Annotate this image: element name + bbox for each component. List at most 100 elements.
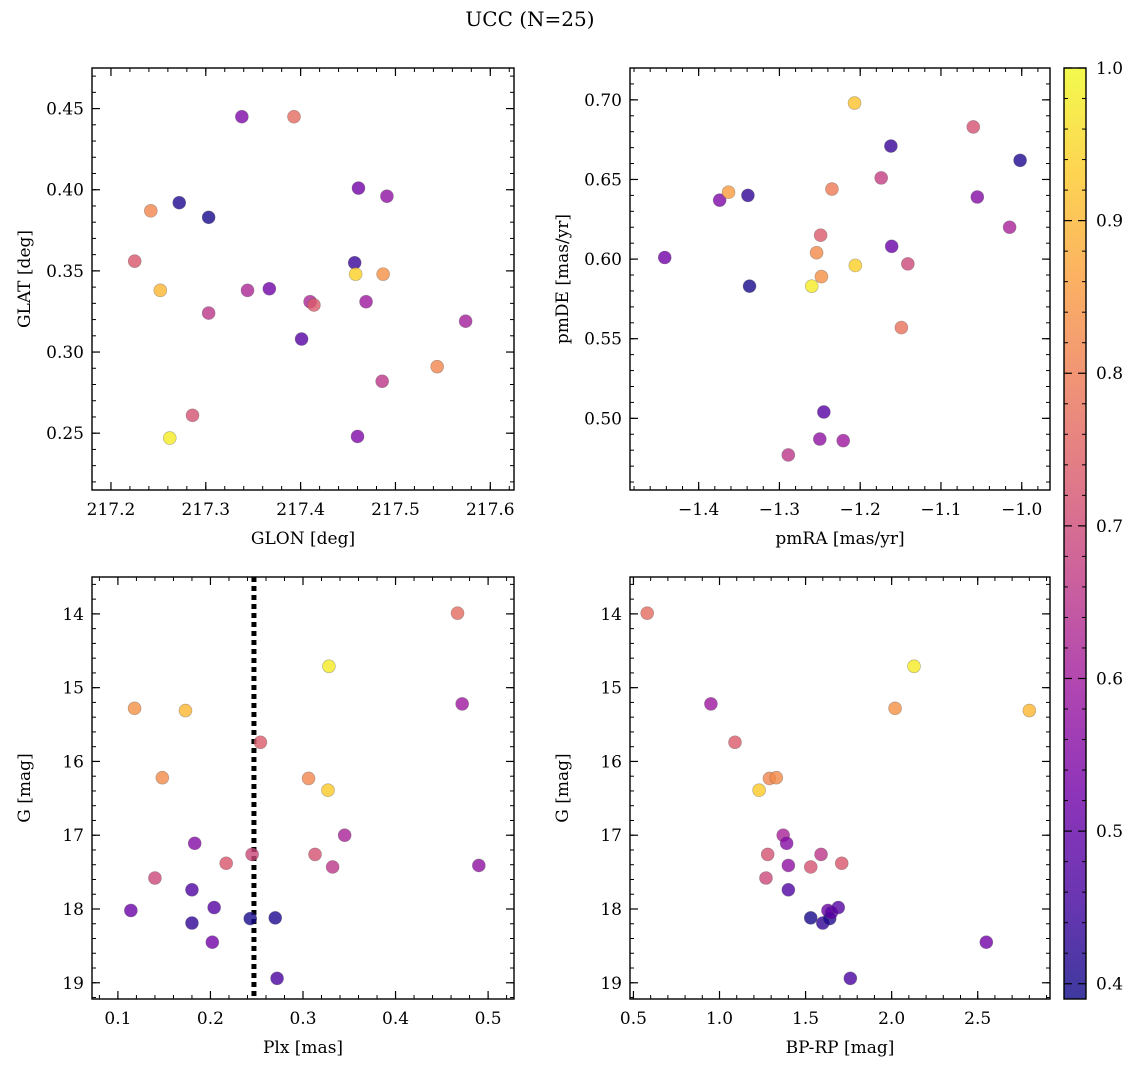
x-tick-label: 217.2 (87, 500, 136, 520)
scatter-point (884, 139, 898, 153)
colorbar-tick-label: 0.9 (1096, 212, 1123, 232)
scatter-point (359, 294, 373, 309)
scatter-point (809, 245, 824, 260)
scatter-point (847, 96, 862, 110)
scatter-point (781, 883, 796, 897)
scatter-point (301, 771, 316, 786)
scatter-point (162, 431, 177, 445)
scatter-point (124, 903, 138, 918)
scatter-point (350, 429, 365, 444)
scatter-point (376, 267, 390, 281)
y-tick-label: 18 (600, 900, 622, 920)
y-tick-label: 0.30 (46, 343, 84, 363)
scatter-point (843, 971, 858, 986)
scatter-point (884, 239, 899, 254)
scatter-point (455, 697, 469, 711)
y-tick-label: 0.55 (584, 330, 622, 350)
scatter-point (172, 195, 187, 210)
scatter-point (704, 697, 718, 711)
scatter-point (825, 182, 839, 196)
colorbar-tick-label: 0.4 (1096, 975, 1123, 995)
y-tick-label: 14 (62, 605, 84, 625)
axes-frame (91, 576, 515, 1000)
x-tick-label: 2.0 (878, 1009, 905, 1029)
y-tick-label: 17 (600, 826, 622, 846)
scatter-point (721, 185, 736, 200)
x-tick-label: 0.4 (382, 1009, 409, 1029)
scatter-point (742, 279, 757, 293)
colorbar-tick-label: 0.8 (1096, 364, 1123, 384)
x-tick-label: 1.0 (706, 1009, 733, 1029)
colorbar-gradient (1064, 68, 1086, 999)
scatter-point (235, 109, 249, 124)
y-tick-label: 0.65 (584, 170, 622, 190)
subplot-pmra-pmde: −1.4 −1.3 −1.2 −1.1 −1.0 0.50 0.55 0.60 0.65 0.70… (553, 67, 1051, 549)
scatter-point (803, 860, 818, 874)
scatter-point (375, 374, 389, 389)
scatter-point (240, 283, 255, 298)
x-tick-label: 0.5 (620, 1009, 647, 1029)
scatter-point (848, 258, 863, 273)
y-tick-label: 14 (600, 605, 622, 625)
scatter-point (155, 770, 170, 785)
x-tick-label: 217.5 (371, 500, 420, 520)
scatter-point (769, 770, 784, 785)
scatter-point (201, 210, 216, 225)
axes-frame (629, 67, 1051, 491)
y-tick-label: 0.60 (584, 250, 622, 270)
scatter-point (325, 860, 340, 874)
scatter-point (430, 359, 444, 374)
subplot-bprp-g: 0.5 1.0 1.5 2.0 2.5 14 15 16 17 18 19 BP-RP [mag] G … (553, 576, 1051, 1058)
y-tick-label: 16 (600, 752, 622, 772)
x-tick-label: 0.3 (289, 1009, 316, 1029)
scatter-point (640, 606, 655, 620)
x-tick-label: 2.5 (964, 1009, 991, 1029)
x-tick-label: 1.5 (792, 1009, 819, 1029)
scatter-point (337, 828, 352, 843)
x-tick-label: 0.2 (197, 1009, 224, 1029)
y-tick-label: 19 (62, 974, 84, 994)
scatter-point (148, 871, 162, 885)
x-tick-label: 0.5 (475, 1009, 502, 1029)
scatter-point (759, 871, 773, 885)
scatter-point (814, 847, 828, 862)
scatter-point (321, 783, 335, 798)
scatter-point (874, 171, 888, 185)
scatter-point (185, 916, 199, 930)
scatter-point (813, 432, 827, 446)
scatter-point (901, 257, 915, 271)
scatter-point (836, 433, 851, 448)
y-tick-label: 15 (62, 679, 84, 699)
scatter-point (1022, 703, 1037, 718)
scatter-point (907, 659, 921, 674)
scatter-point (347, 255, 362, 270)
scatter-point (472, 858, 486, 873)
scatter-point (380, 189, 394, 204)
subplot-glon-glat: 217.2 217.3 217.4 217.5 217.6 0.25 0.30 0.35 0.4… (15, 67, 515, 549)
scatter-point (781, 448, 796, 462)
x-tick-label: 217.3 (181, 500, 230, 520)
figure-title: UCC (N=25) (465, 7, 594, 31)
scatter-point (831, 900, 846, 915)
scatter-point (207, 900, 221, 915)
scatter-point (127, 701, 142, 716)
scatter-point (308, 847, 322, 862)
scatter-point (966, 120, 981, 134)
scatter-point (979, 935, 994, 949)
x-tick-label: −1.1 (920, 500, 961, 520)
x-tick-label: 217.4 (276, 500, 325, 520)
scatter-point (814, 269, 829, 284)
scatter-point (813, 228, 828, 243)
scatter-point (779, 836, 794, 851)
scatter-point (657, 250, 672, 265)
scatter-point (728, 735, 742, 750)
scatter-point (287, 109, 301, 124)
colorbar-frame (1063, 67, 1087, 1000)
y-tick-label: 16 (62, 752, 84, 772)
scatter-point (970, 190, 985, 204)
scatter-point (253, 735, 268, 750)
scatter-point (803, 911, 818, 925)
x-axis-label: BP-RP [mag] (786, 1038, 895, 1058)
scatter-point (834, 856, 849, 871)
